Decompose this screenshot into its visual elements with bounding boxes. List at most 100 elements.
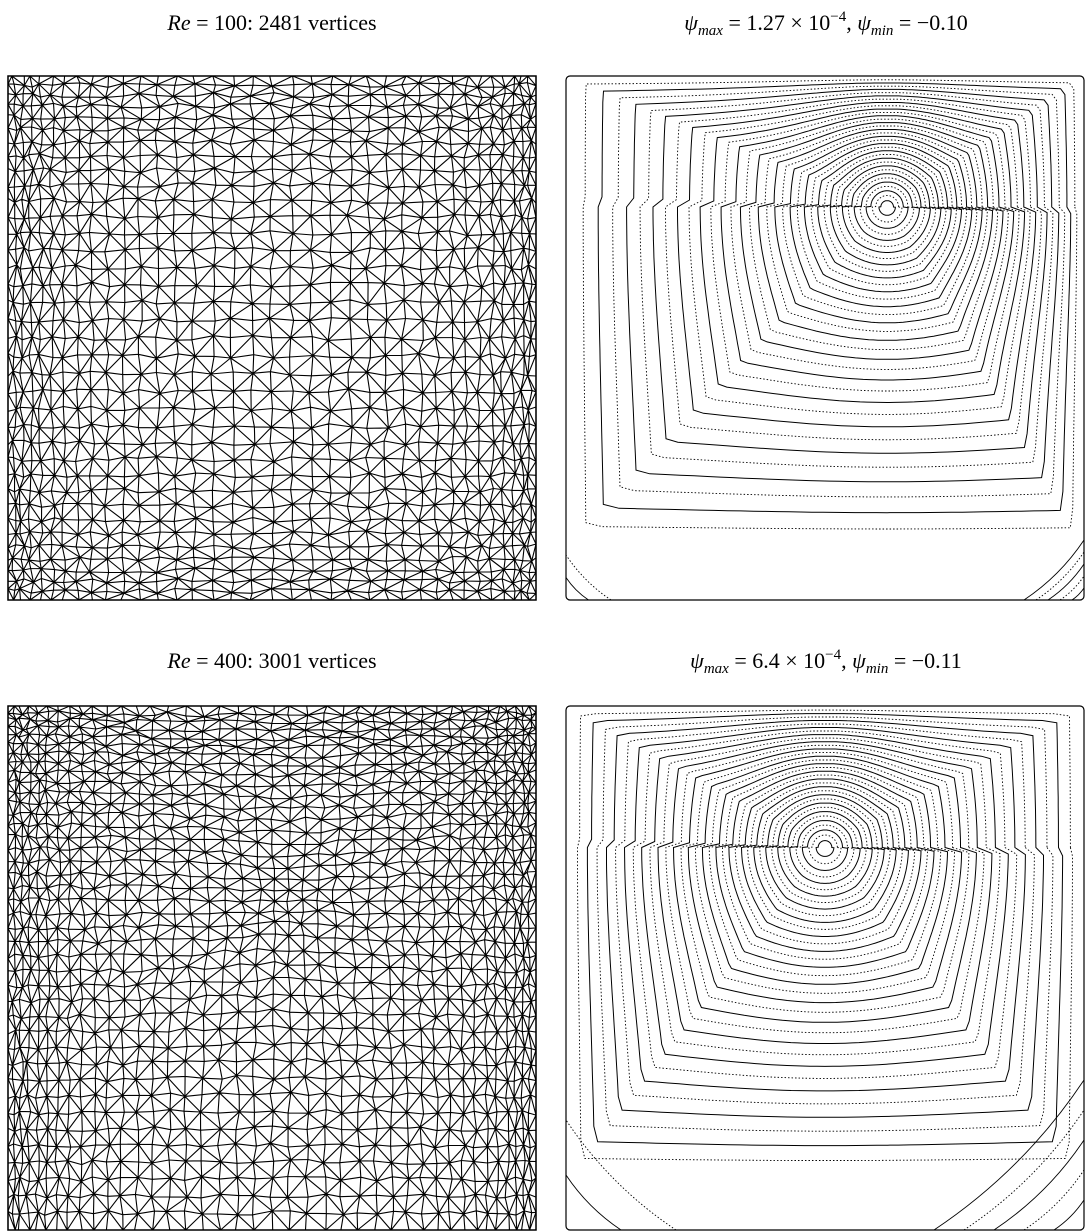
contour-border [565,705,1085,1231]
contour-caption: ψmax = 6.4 × 10−4, ψmin = −0.11 [690,647,962,677]
streamline [765,802,885,910]
streamline [815,840,835,857]
streamline [606,720,1044,1118]
streamline [699,108,1026,404]
streamline [586,713,1064,1147]
streamline [688,105,1031,415]
corner-vortex [1023,539,1085,601]
streamline [715,770,935,968]
streamline [803,150,963,293]
caption-part: Re [166,648,190,673]
streamline [795,824,855,878]
streamline [789,820,861,884]
streamline [757,129,994,341]
caption-part: , [846,10,857,35]
caption-part: = −0.10 [893,10,967,35]
corner-vortex [963,1109,1085,1231]
streamline [865,190,909,229]
caption-part: = 100: 2481 vertices [191,10,377,35]
streamline [728,778,922,952]
streamline [747,790,903,930]
streamline [652,95,1048,454]
corner-vortex [1035,551,1085,601]
streamline [639,92,1054,468]
caption-part: ψ [690,648,704,673]
streamline [615,723,1035,1105]
streamline [649,737,1001,1056]
caption-part: ψ [857,10,871,35]
streamline [823,161,947,272]
caption-part: = 1.27 × 10 [723,10,830,35]
streamline [734,782,916,945]
streamline [710,111,1020,392]
streamline [632,730,1018,1079]
corner-vortex [1071,587,1085,601]
caption-part: max [698,23,723,39]
streamline [672,748,977,1023]
streamline [774,135,983,324]
streamline [749,125,999,351]
streamline [626,88,1060,483]
streamline [701,763,949,985]
streamline [801,829,849,872]
corner-vortex [933,1079,1085,1231]
streamline [782,139,978,316]
corner-vortex [1053,1199,1085,1231]
streamline [829,165,942,266]
streamline [677,102,1037,428]
streamline [665,98,1042,441]
caption-part: −4 [825,647,841,663]
streamline [810,154,957,286]
streamline [835,169,937,260]
streamline [722,774,928,960]
caption-part: max [704,661,729,677]
streamline [657,741,993,1044]
caption-part: Re [166,10,190,35]
caption-part: ψ [852,648,866,673]
streamline [730,118,1009,370]
caption-part: ψ [684,10,698,35]
streamline [777,811,873,897]
caption-part: = 400: 3001 vertices [191,648,377,673]
corner-vortex [565,1119,677,1231]
streamline [753,794,897,923]
corner-vortex [1023,1169,1085,1231]
caption-part: min [866,661,889,677]
streamline [817,157,952,279]
caption-part: = −0.11 [888,648,962,673]
streamline [759,798,891,917]
corner-vortex [993,1139,1085,1231]
streamline [841,173,931,253]
streamline [771,806,879,903]
streamline [766,132,988,332]
streamline [739,122,1004,360]
corner-vortex [565,1174,622,1231]
caption-part: = 6.4 × 10 [729,648,825,673]
streamline [720,115,1015,381]
corner-vortex [1047,563,1085,601]
streamline [808,834,842,865]
mesh-caption: Re = 400: 3001 vertices [166,648,376,673]
streamline [708,767,942,977]
streamline [597,82,1072,514]
streamline [623,727,1026,1092]
streamline [847,177,926,247]
streamline [783,815,867,891]
streamline [612,85,1066,498]
streamline [687,755,963,1004]
mesh [7,75,537,601]
streamline [859,185,915,235]
streamline [577,709,1073,1161]
streamline [641,734,1009,1067]
caption-part: min [871,23,894,39]
streamline [796,146,968,300]
mesh-border [7,75,537,601]
caption-part: −4 [830,9,846,25]
contour-caption: ψmax = 1.27 × 10−4, ψmin = −0.10 [684,9,967,39]
streamline [789,143,973,308]
streamline [680,752,970,1013]
streamline [853,181,921,241]
caption-part: , [841,648,852,673]
streamline [878,200,897,216]
